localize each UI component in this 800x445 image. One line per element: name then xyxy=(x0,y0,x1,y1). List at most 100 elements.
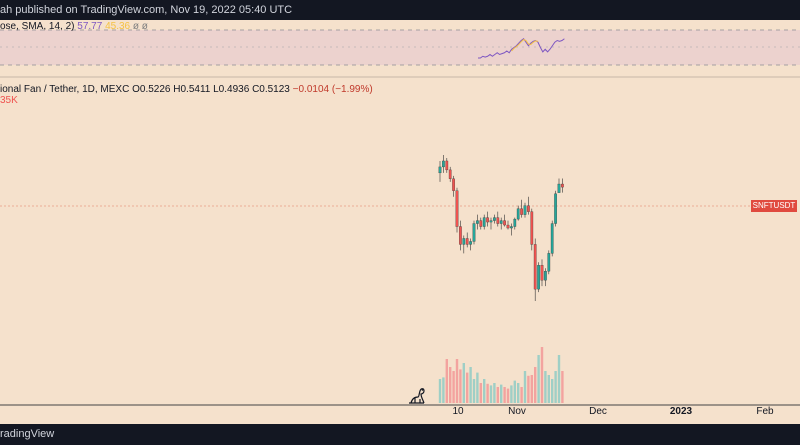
volume-bar xyxy=(452,371,455,403)
publisher-info: ah published on TradingView.com, Nov 19,… xyxy=(0,4,293,16)
candle-body xyxy=(513,218,517,227)
volume-bar xyxy=(500,384,503,403)
volume-bar xyxy=(540,347,544,403)
volume-bar xyxy=(561,371,564,403)
candle-body xyxy=(547,253,551,272)
brand-text: radingView xyxy=(0,428,55,440)
volume-bar xyxy=(476,372,479,403)
candle-body xyxy=(445,160,449,171)
low-value: L0.4936 xyxy=(213,84,250,95)
volume-bar xyxy=(551,379,554,403)
volume-bar xyxy=(472,379,476,403)
volume-bar xyxy=(517,383,520,403)
rsi-legend: ose, SMA, 14, 2) 57.77 45.36 ø ø xyxy=(0,21,148,32)
candle-body xyxy=(469,241,472,245)
candle-body xyxy=(465,238,469,245)
candle-body xyxy=(452,178,455,191)
candle-body xyxy=(486,217,489,223)
open-value: O0.5226 xyxy=(132,84,171,95)
candle-body xyxy=(506,224,510,229)
volume-bar xyxy=(438,379,442,403)
volume-bar xyxy=(442,377,445,403)
candle-body xyxy=(476,220,479,224)
volume-bar xyxy=(544,371,547,403)
candle-body xyxy=(482,217,486,227)
candles xyxy=(438,155,564,302)
volume-bar xyxy=(506,388,510,403)
candle-body xyxy=(530,211,534,245)
candle-body xyxy=(472,223,476,242)
candle-body xyxy=(503,220,506,226)
price-pane xyxy=(0,205,800,406)
candle-body xyxy=(496,217,500,224)
candle-body xyxy=(479,220,483,227)
rsi-ma-line xyxy=(511,39,539,52)
x-tick-label: 2023 xyxy=(669,406,693,417)
candle-body xyxy=(550,223,554,254)
symbol-title: ional Fan / Tether, 1D, MEXC xyxy=(0,84,130,95)
volume-bar xyxy=(520,387,523,403)
rsi-value: 57.77 xyxy=(77,21,103,32)
x-tick-label: Feb xyxy=(756,406,774,417)
change-value: −0.0104 (−1.99%) xyxy=(292,84,373,95)
top-bar: ah published on TradingView.com, Nov 19,… xyxy=(0,0,800,20)
volume-bar xyxy=(455,359,459,403)
volume-bar xyxy=(557,355,561,403)
volume-bar xyxy=(523,371,527,403)
candle-body xyxy=(527,205,530,212)
last-price-tag: SNFTUSDT xyxy=(751,200,797,212)
candle-body xyxy=(448,169,452,179)
tradingview-logo-icon xyxy=(406,383,428,410)
volume-bar xyxy=(513,380,516,403)
volume-bar xyxy=(489,385,493,403)
candle-body xyxy=(533,244,537,290)
volume-bar xyxy=(445,359,448,403)
rsi-band xyxy=(0,30,800,65)
candle-body xyxy=(554,193,557,224)
rsi-ma-value: 45.36 xyxy=(105,21,131,32)
volume-bar xyxy=(483,379,486,403)
volume-bar xyxy=(479,383,482,403)
candle-body xyxy=(561,183,564,188)
volume-bar xyxy=(534,367,537,403)
rsi-extra: ø ø xyxy=(132,21,148,32)
volume-bar xyxy=(466,372,469,403)
volume-bar xyxy=(510,385,513,403)
x-tick-label: Nov xyxy=(508,406,526,417)
rsi-line xyxy=(478,38,565,59)
volume-bar xyxy=(527,375,530,403)
volume-bar xyxy=(462,363,465,403)
candle-body xyxy=(537,265,540,290)
candle-body xyxy=(540,265,544,281)
volume-bar xyxy=(469,367,472,403)
candle-body xyxy=(493,217,496,221)
candle-body xyxy=(510,226,513,229)
close-value: C0.5123 xyxy=(252,84,290,95)
candle-body xyxy=(459,226,462,245)
candle-body xyxy=(442,160,445,168)
candle-body xyxy=(557,183,561,193)
rsi-pane xyxy=(0,29,800,78)
rsi-lines xyxy=(478,38,565,59)
candle-body xyxy=(523,205,527,215)
bottom-bar: radingView xyxy=(0,424,800,445)
candle-body xyxy=(516,208,520,220)
candle-body xyxy=(455,190,459,227)
candle-body xyxy=(499,220,503,224)
volume-bar xyxy=(503,387,506,403)
candle-body xyxy=(544,271,547,281)
volume-bar xyxy=(459,369,462,403)
volume-bar xyxy=(537,355,540,403)
volume-bar xyxy=(530,375,533,403)
candle-body xyxy=(520,208,523,215)
symbol-legend: ional Fan / Tether, 1D, MEXC O0.5226 H0.… xyxy=(0,84,373,95)
volume-bar xyxy=(493,383,496,403)
volume-bar xyxy=(449,367,452,403)
candle-body xyxy=(489,220,493,223)
volume-bars xyxy=(438,347,564,403)
x-tick-label: 10 xyxy=(452,406,464,417)
volume-bar xyxy=(486,383,489,403)
volume-legend: 35K xyxy=(0,95,18,106)
volume-bar xyxy=(547,375,550,403)
